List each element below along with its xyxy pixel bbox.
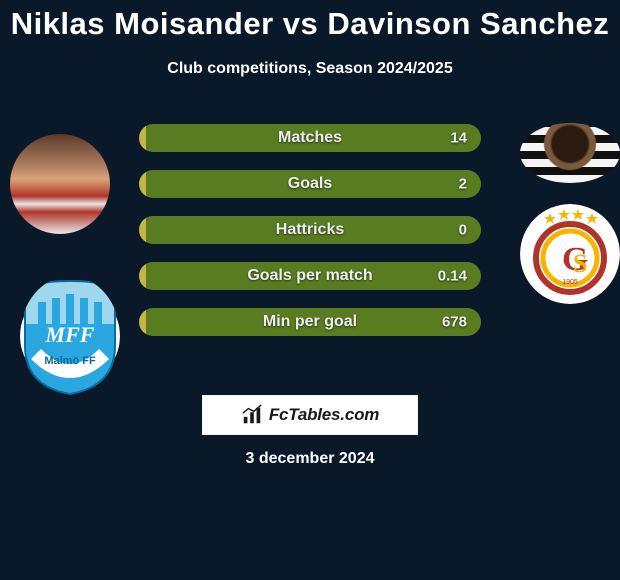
stat-bar: Hattricks 0 bbox=[139, 216, 481, 244]
stat-label: Min per goal bbox=[263, 313, 357, 331]
stat-bar: Matches 14 bbox=[139, 124, 481, 152]
stat-label: Hattricks bbox=[276, 221, 344, 239]
player-right-avatar bbox=[520, 123, 620, 183]
page-title: Niklas Moisander vs Davinson Sanchez bbox=[0, 6, 620, 42]
player-left-portrait bbox=[10, 134, 110, 234]
stat-bar: Goals 2 bbox=[139, 170, 481, 198]
page-subtitle: Club competitions, Season 2024/2025 bbox=[0, 60, 620, 78]
svg-text:MFF: MFF bbox=[45, 322, 95, 347]
stat-value: 0.14 bbox=[438, 268, 467, 285]
stat-value: 0 bbox=[459, 222, 467, 239]
stat-value: 678 bbox=[442, 314, 467, 331]
chart-icon bbox=[241, 404, 263, 426]
club-right-crest: G S 1905 bbox=[520, 204, 620, 304]
brand-badge: FcTables.com bbox=[202, 395, 418, 435]
stat-value: 14 bbox=[450, 130, 467, 147]
svg-text:S: S bbox=[573, 249, 587, 278]
stat-label: Matches bbox=[278, 129, 342, 147]
svg-text:1905: 1905 bbox=[562, 279, 578, 286]
player-right-portrait bbox=[520, 123, 620, 183]
stat-value: 2 bbox=[459, 176, 467, 193]
brand-text: FcTables.com bbox=[269, 405, 379, 425]
stat-bar: Goals per match 0.14 bbox=[139, 262, 481, 290]
stat-label: Goals per match bbox=[247, 267, 372, 285]
stat-label: Goals bbox=[288, 175, 332, 193]
club-left-crest: MFF Malmö FF bbox=[20, 276, 120, 396]
stat-bar: Min per goal 678 bbox=[139, 308, 481, 336]
stat-bars: Matches 14 Goals 2 Hattricks 0 Goals per match… bbox=[139, 124, 481, 354]
player-left-avatar bbox=[10, 134, 110, 234]
svg-text:Malmö FF: Malmö FF bbox=[44, 355, 96, 367]
infographic-root: Niklas Moisander vs Davinson Sanchez Clu… bbox=[0, 0, 620, 580]
footer-date: 3 december 2024 bbox=[246, 450, 375, 468]
